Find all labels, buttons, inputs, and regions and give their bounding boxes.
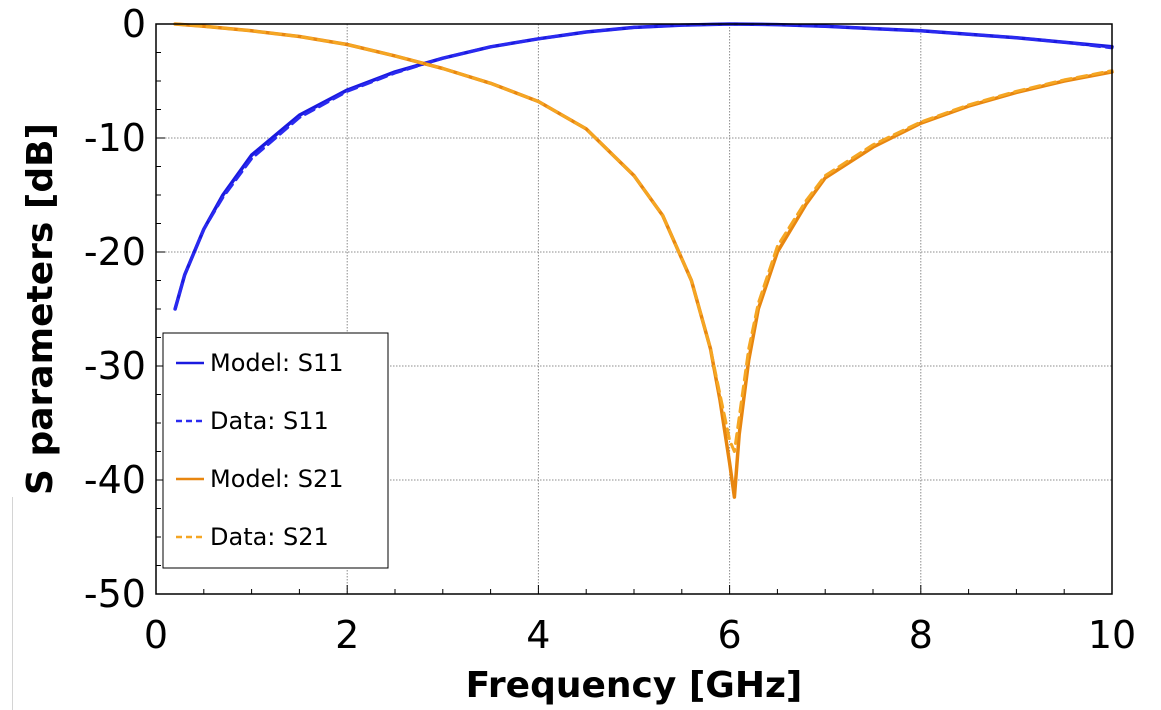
y-tick-label: -20 (84, 230, 146, 274)
legend-label: Model: S21 (210, 465, 344, 493)
x-axis-title: Frequency [GHz] (466, 665, 803, 706)
x-tick-label: 0 (144, 613, 168, 657)
x-tick-label: 6 (718, 613, 742, 657)
legend-label: Model: S11 (210, 349, 344, 377)
y-tick-label: -40 (84, 458, 146, 502)
legend: Model: S11 Data: S11 Model: S21 Data: S21 (162, 332, 389, 569)
plot-frame (155, 23, 1113, 595)
y-tick-label: -50 (84, 572, 146, 616)
x-tick-label: 2 (335, 613, 359, 657)
x-tick-label: 10 (1088, 613, 1136, 657)
x-tick-label: 8 (909, 613, 933, 657)
y-tick-label: -10 (84, 116, 146, 160)
y-tick-label: -30 (84, 344, 146, 388)
window-edge-panel (0, 497, 13, 710)
x-tick-label: 4 (526, 613, 550, 657)
series-line-data-s11 (173, 22, 1114, 311)
y-axis-title: S parameters [dB] (20, 123, 61, 495)
x-tick-labels: 0 2 4 6 8 10 (144, 613, 1136, 657)
legend-label: Data: S11 (210, 407, 329, 435)
legend-label: Data: S21 (210, 523, 329, 551)
y-tick-label: 0 (122, 2, 146, 46)
series-layer (173, 22, 1114, 499)
series-line-data-s21 (173, 22, 1114, 453)
y-tick-labels: 0 -10 -20 -30 -40 -50 (84, 2, 146, 616)
legend-box (162, 332, 389, 569)
